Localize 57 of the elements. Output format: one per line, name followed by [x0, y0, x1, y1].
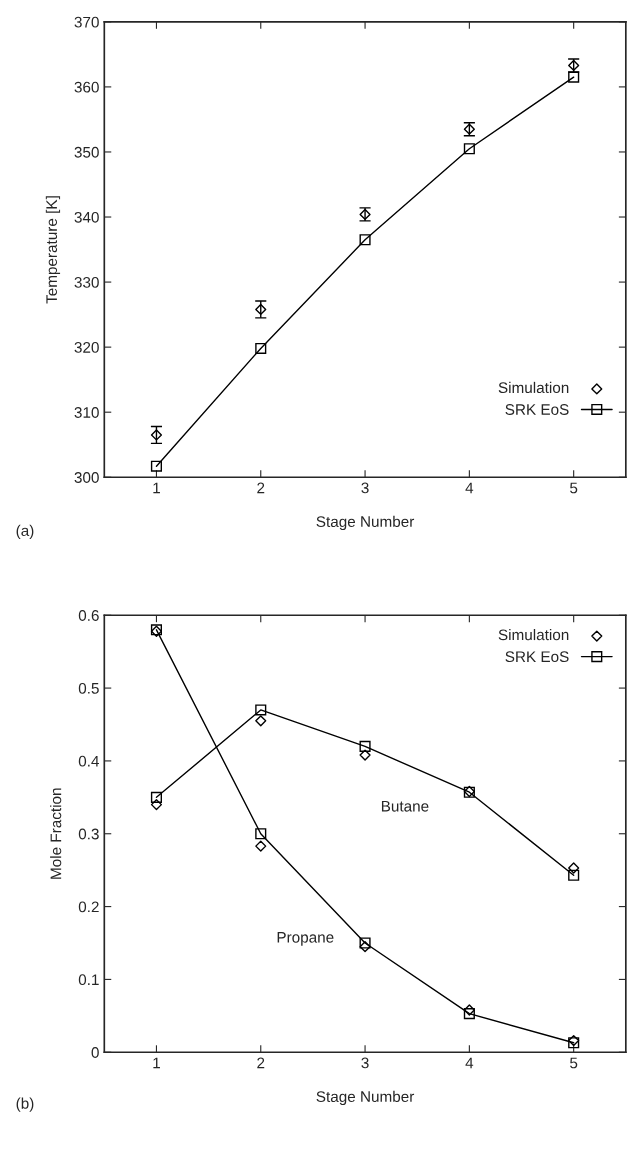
x-tick-label: 1 — [153, 482, 160, 494]
y-tick-label: 330 — [74, 276, 99, 288]
y-tick-label: 0.5 — [78, 682, 99, 694]
point — [255, 715, 267, 727]
text: (b) — [16, 1097, 34, 1112]
y-tick-label: 370 — [74, 16, 99, 28]
point — [359, 937, 371, 949]
y-tick-label: 0.6 — [78, 610, 99, 621]
y-axis-title: Temperature [K] — [45, 196, 61, 304]
point — [150, 791, 163, 803]
point — [568, 71, 580, 83]
x-tick-label: 3 — [361, 1057, 369, 1069]
point — [255, 828, 267, 840]
y-tick-label: 320 — [74, 342, 99, 353]
point — [359, 749, 371, 761]
y-tick-label: 0.4 — [78, 755, 99, 767]
y-axis-title: Mole Fraction — [50, 788, 62, 879]
legend-label: SRK EoS — [505, 651, 569, 663]
x-tick-label: 5 — [570, 1057, 578, 1069]
x-tick-label: 4 — [465, 1057, 474, 1069]
y-tick-label: 360 — [74, 81, 99, 93]
legend-label: Simulation — [498, 381, 569, 394]
point — [568, 862, 580, 874]
point — [150, 429, 163, 441]
x-tick-label: 5 — [570, 482, 578, 494]
legend-label: Simulation — [498, 629, 569, 641]
point — [255, 840, 267, 852]
x-axis-title: Stage Number — [316, 1090, 415, 1106]
y-tick-label: 350 — [74, 146, 99, 158]
y-tick-label: 0.3 — [78, 828, 99, 840]
annotation: Butane — [381, 800, 429, 812]
point — [359, 941, 371, 953]
point — [255, 342, 267, 354]
point — [568, 869, 580, 881]
point — [463, 1008, 475, 1020]
point — [359, 234, 371, 246]
point — [463, 143, 475, 155]
x-axis-title: Stage Number — [316, 515, 415, 531]
point — [255, 704, 267, 716]
text: (a) — [16, 524, 34, 540]
x-tick-label: 1 — [153, 1057, 160, 1069]
annotation: Propane — [277, 932, 334, 946]
x-tick-label: 3 — [361, 482, 369, 494]
point — [359, 740, 371, 752]
y-tick-label: 300 — [74, 472, 99, 483]
y-tick-label: 0 — [91, 1047, 99, 1058]
point — [150, 460, 163, 472]
y-tick-label: 310 — [74, 407, 99, 418]
y-tick-label: 0.1 — [78, 974, 99, 986]
x-tick-label: 2 — [257, 482, 265, 494]
x-tick-label: 2 — [257, 1057, 265, 1069]
legend-label: SRK EoS — [505, 404, 569, 415]
point — [150, 799, 163, 811]
y-tick-label: 0.2 — [78, 901, 99, 913]
y-tick-label: 340 — [74, 211, 99, 223]
point — [463, 1004, 475, 1016]
x-tick-label: 4 — [465, 482, 474, 494]
